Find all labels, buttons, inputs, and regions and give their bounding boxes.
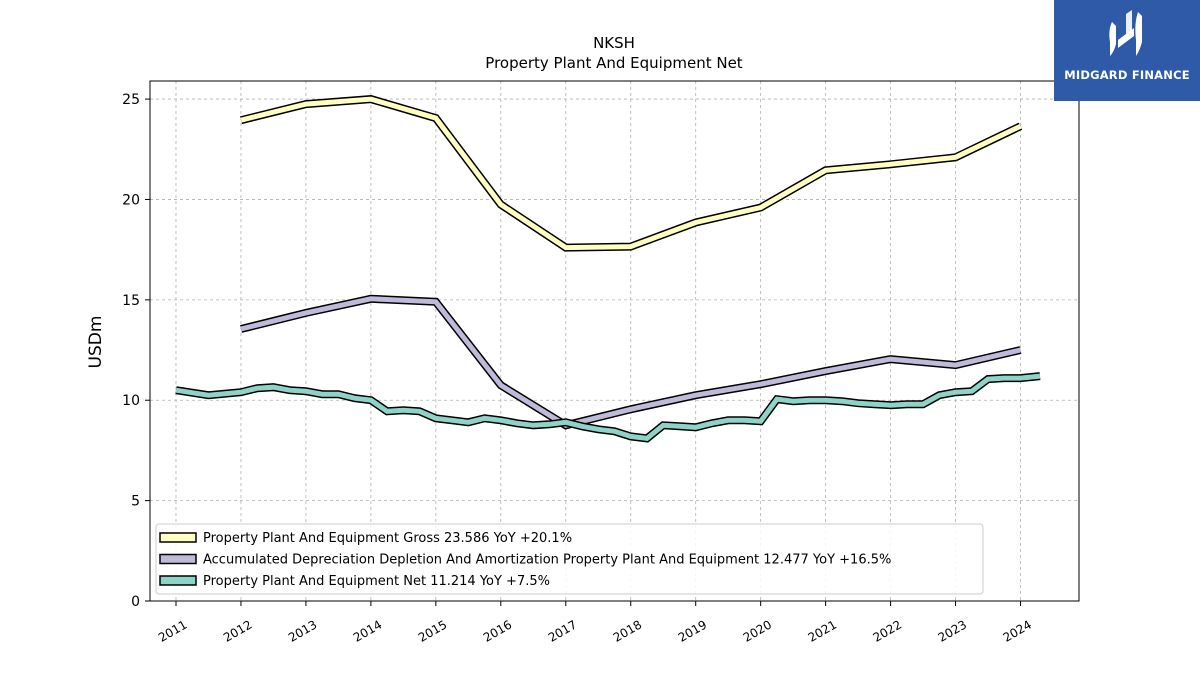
y-tick-label: 20 xyxy=(122,192,140,208)
legend-label: Property Plant And Equipment Net 11.214 … xyxy=(203,574,550,589)
x-tick-label: 2023 xyxy=(936,617,969,644)
x-tick-label: 2012 xyxy=(221,617,254,644)
legend-swatch xyxy=(159,532,197,543)
chart-title: NKSH xyxy=(593,34,635,52)
x-tick-label: 2015 xyxy=(416,617,449,644)
x-tick-label: 2024 xyxy=(1001,617,1034,644)
y-tick-label: 10 xyxy=(122,393,140,409)
legend-box xyxy=(155,523,984,595)
x-tick-label: 2013 xyxy=(286,617,319,644)
legend-swatch xyxy=(159,553,197,565)
series-lines xyxy=(175,95,1041,443)
grid xyxy=(150,81,1079,602)
series-line-2 xyxy=(240,296,1022,428)
x-tick-label: 2017 xyxy=(546,617,579,644)
x-axis-ticks: 2011 2012 2013 2014 2015 2016 2017 2018 2019 2020… xyxy=(156,601,1034,645)
chart-subtitle: Property Plant And Equipment Net xyxy=(485,54,742,72)
x-tick-label: 2016 xyxy=(481,617,514,644)
plot-frame xyxy=(149,80,1080,602)
x-tick-label: 2018 xyxy=(611,617,644,644)
brand-logo: MIDGARD FINANCE xyxy=(1054,0,1200,101)
legend-label: Accumulated Depreciation Depletion And A… xyxy=(203,553,891,568)
legend: Property Plant And Equipment Gross 23.58… xyxy=(155,523,984,595)
x-tick-label: 2011 xyxy=(156,617,189,644)
legend-label: Property Plant And Equipment Gross 23.58… xyxy=(203,531,572,546)
series-line-1 xyxy=(240,96,1022,251)
brand-name: MIDGARD FINANCE xyxy=(1064,68,1190,82)
y-tick-label: 0 xyxy=(131,594,140,610)
y-axis-label: USDm xyxy=(86,316,106,369)
x-tick-label: 2020 xyxy=(741,617,774,644)
series-line-3 xyxy=(175,373,1041,442)
legend-swatch xyxy=(159,575,197,586)
x-tick-label: 2014 xyxy=(351,617,384,644)
brand-logo-mark-icon xyxy=(1109,10,1142,56)
x-tick-label: 2021 xyxy=(806,617,839,644)
x-tick-label: 2022 xyxy=(871,617,904,644)
y-tick-label: 25 xyxy=(122,92,140,108)
y-tick-label: 15 xyxy=(122,293,140,309)
x-tick-label: 2019 xyxy=(676,617,709,644)
y-axis-ticks: 0 5 10 15 20 25 xyxy=(122,92,150,610)
y-tick-label: 5 xyxy=(131,494,140,510)
